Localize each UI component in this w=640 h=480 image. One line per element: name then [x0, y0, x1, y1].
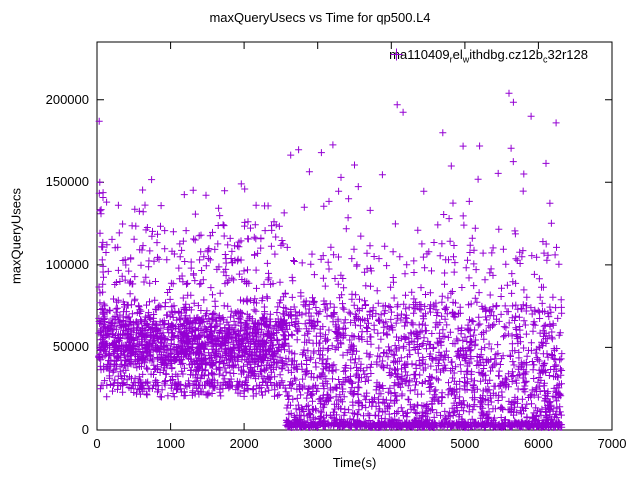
legend-label-part: 32r128	[547, 47, 588, 62]
y-tick-label: 0	[81, 422, 89, 437]
x-tick-label: 1000	[156, 436, 186, 451]
y-tick-label: 200000	[45, 91, 89, 107]
x-tick-label: 3000	[303, 436, 333, 451]
x-tick-label: 6000	[523, 436, 553, 451]
legend-label: ma110409relwithdbg.cz12bc32r128	[389, 47, 588, 65]
x-tick-label: 2000	[229, 436, 259, 451]
x-tick-label: 7000	[597, 436, 627, 451]
legend-label-part: ithdbg.cz12b	[469, 47, 544, 62]
legend-label-sub: r	[449, 54, 453, 65]
x-tick-label: 0	[93, 436, 101, 451]
y-tick-label: 100000	[45, 256, 89, 272]
x-axis-label: Time(s)	[332, 455, 377, 470]
scatter-points	[95, 89, 566, 431]
legend-label-part: el	[452, 47, 463, 62]
y-tick-label: 150000	[45, 174, 89, 190]
legend-plus-marker-icon	[390, 48, 403, 61]
legend: ma110409relwithdbg.cz12bc32r128	[389, 47, 588, 65]
legend-label-sub: w	[462, 54, 470, 65]
x-tick-label: 4000	[376, 436, 406, 451]
plot-border	[96, 41, 613, 431]
y-tick-label: 50000	[52, 339, 89, 355]
legend-label-part: ma110409	[389, 47, 450, 62]
x-tick-label: 5000	[450, 436, 480, 451]
legend-label-sub: c	[543, 54, 548, 65]
chart-title: maxQueryUsecs vs Time for qp500.L4	[209, 10, 431, 25]
axis-ticks	[96, 42, 613, 431]
